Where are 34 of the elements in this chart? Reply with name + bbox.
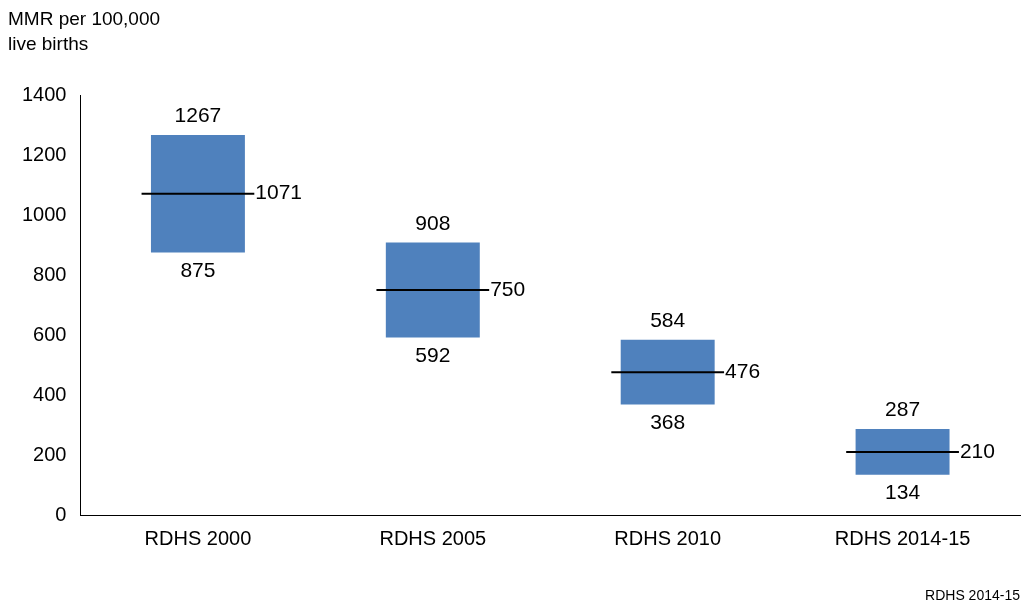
bar [855, 452, 950, 475]
bar [150, 193, 245, 253]
y-tick-label: 600 [33, 322, 67, 345]
y-tick-label: 200 [33, 442, 67, 465]
annotation: 134 [885, 480, 921, 504]
annotation: 476 [725, 359, 761, 382]
annotation: 287 [885, 397, 921, 421]
y-tick-label: 800 [33, 262, 67, 285]
x-tick-label: RDHS 2000 [144, 526, 252, 549]
x-tick-label: RDHS 2005 [379, 526, 487, 549]
y-tick-label: 1000 [21, 202, 67, 225]
y-tick-label: 1200 [21, 142, 67, 165]
bar [150, 134, 245, 194]
x-tick-label: RDHS 2010 [614, 526, 722, 549]
y-tick-label: 1400 [21, 82, 67, 105]
annotation: 908 [415, 210, 451, 234]
annotation: 1267 [174, 103, 222, 127]
bar [620, 372, 715, 405]
y-tick-label: 0 [55, 502, 67, 525]
y-axis-title: MMR per 100,000 live births [8, 7, 161, 56]
bar [855, 428, 950, 452]
text: RDHS 2014-15 [925, 587, 1020, 603]
bar [385, 242, 480, 290]
annotation: 368 [650, 409, 686, 433]
annotation: 584 [650, 308, 686, 332]
annotation: 210 [959, 438, 995, 462]
annotation: 875 [180, 257, 216, 281]
annotation: 592 [415, 342, 451, 366]
x-tick-label: RDHS 2014-15 [834, 526, 971, 549]
bar [620, 339, 715, 373]
annotation: 1071 [255, 180, 303, 204]
bar [385, 290, 480, 338]
y-tick-label: 400 [33, 382, 67, 405]
annotation: 750 [490, 276, 526, 300]
